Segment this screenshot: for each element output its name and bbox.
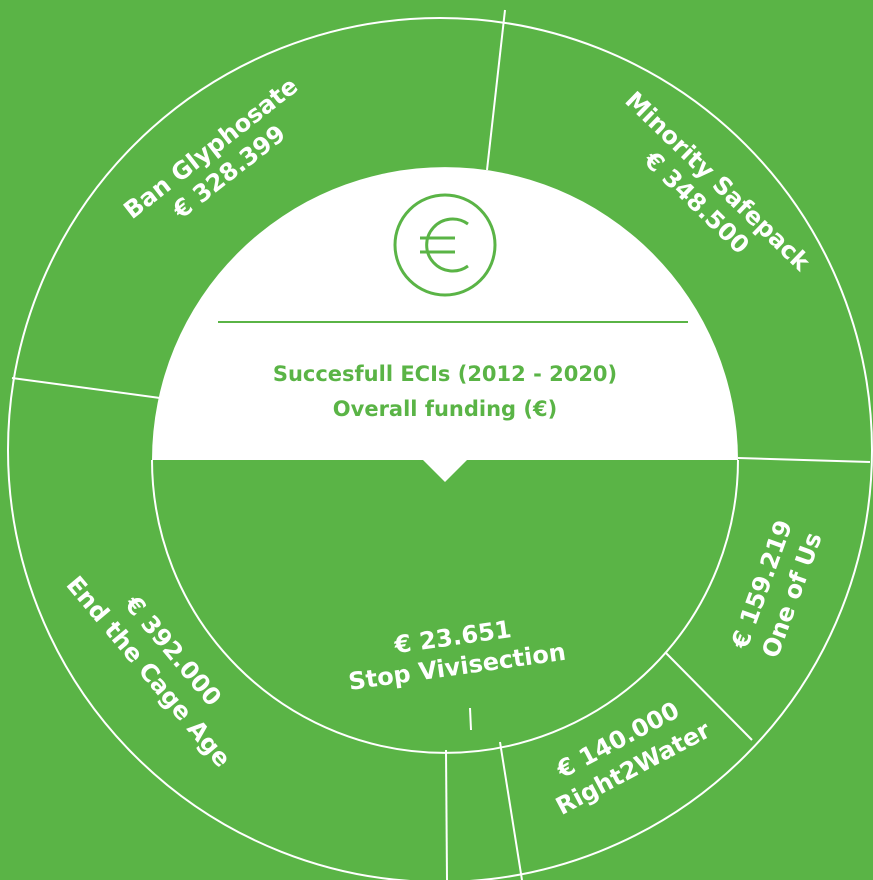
- divider: [486, 9, 506, 171]
- divider: [11, 377, 161, 399]
- inner-top: [152, 167, 738, 461]
- divider: [445, 749, 448, 880]
- subtitle: Overall funding (€): [333, 397, 557, 421]
- divider: [469, 707, 472, 731]
- outer-ring: [7, 17, 873, 880]
- divider: [499, 741, 523, 880]
- euro-icon: [393, 193, 497, 297]
- divider: [664, 651, 753, 741]
- pointer: [423, 460, 467, 482]
- inner-bottom: [151, 459, 739, 754]
- title: Succesfull ECIs (2012 - 2020): [273, 362, 617, 386]
- divider: [737, 457, 871, 463]
